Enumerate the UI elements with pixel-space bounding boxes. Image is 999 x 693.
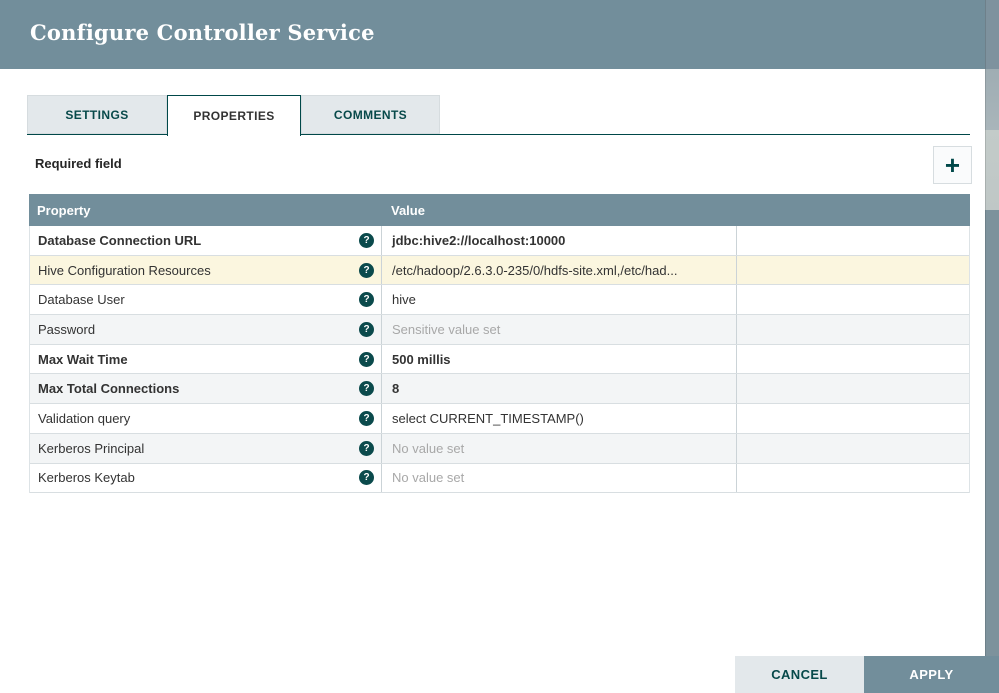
tab-comments[interactable]: COMMENTS [301,95,440,134]
table-row: Database User ? hive [30,285,969,316]
table-row: Kerberos Principal ? No value set [30,433,969,464]
tab-bar: SETTINGS PROPERTIES COMMENTS [27,95,440,136]
table-row: Database Connection URL ? jdbc:hive2://l… [30,226,969,256]
property-extra-cell [737,315,969,344]
table-row: Kerberos Keytab ? No value set [30,463,969,494]
property-value-cell[interactable]: hive [382,285,737,315]
property-name-cell: Kerberos Principal ? [30,433,382,463]
property-value: hive [392,292,416,308]
property-extra-cell [737,285,969,314]
property-value: 8 [392,381,400,397]
tab-label: PROPERTIES [193,109,275,123]
property-value: Sensitive value set [392,321,501,337]
table-header-row: Property Value [29,194,970,226]
property-value-cell[interactable]: select CURRENT_TIMESTAMP() [382,404,737,433]
property-extra-cell [737,256,969,285]
tab-properties[interactable]: PROPERTIES [167,95,301,136]
property-extra-cell [737,345,969,374]
property-value: /etc/hadoop/2.6.3.0-235/0/hdfs-site.xml,… [392,262,678,278]
property-value: select CURRENT_TIMESTAMP() [392,410,584,426]
tab-label: SETTINGS [65,107,129,122]
property-value-cell[interactable]: Sensitive value set [382,315,737,344]
property-name-cell: Database Connection URL ? [30,226,382,255]
property-extra-cell [737,226,969,255]
property-extra-cell [737,374,969,403]
help-icon[interactable]: ? [359,351,374,367]
properties-table: Property Value Database Connection URL ?… [29,194,970,494]
property-name-cell: Password ? [30,315,382,344]
property-extra-cell [737,434,969,463]
property-value-cell[interactable]: 8 [382,374,737,404]
dialog-header: Configure Controller Service [0,0,985,69]
plus-icon: + [944,150,961,180]
column-header-property: Property [37,202,91,218]
property-name-cell: Max Wait Time ? [30,344,382,374]
property-value: No value set [392,440,465,456]
table-row: Validation query ? select CURRENT_TIMEST… [30,404,969,434]
table-body: Database Connection URL ? jdbc:hive2://l… [29,226,970,494]
dialog-title: Configure Controller Service [30,20,375,45]
property-name: Hive Configuration Resources [38,262,211,278]
help-icon[interactable]: ? [359,321,374,337]
table-row: Max Wait Time ? 500 millis [30,344,969,375]
property-value-cell[interactable]: jdbc:hive2://localhost:10000 [382,226,737,255]
add-property-button[interactable]: + [933,146,972,184]
property-name: Max Total Connections [38,381,180,397]
property-value-cell[interactable]: No value set [382,433,737,463]
property-name: Max Wait Time [38,351,128,367]
property-name: Validation query [38,410,131,426]
property-name: Kerberos Keytab [38,470,135,486]
property-value: jdbc:hive2://localhost:10000 [392,232,566,248]
tab-strip-underline [27,134,970,135]
property-name-cell: Validation query ? [30,404,382,433]
property-name: Database Connection URL [38,232,202,248]
tab-label: COMMENTS [333,107,408,122]
property-name-cell: Database User ? [30,285,382,315]
property-name: Kerberos Principal [38,440,145,456]
property-value: No value set [392,470,465,486]
column-header-value: Value [391,202,425,218]
table-row: Password ? Sensitive value set [30,315,969,345]
help-icon[interactable]: ? [359,232,374,248]
property-value: 500 millis [392,351,451,367]
property-name-cell: Max Total Connections ? [30,374,382,404]
property-value-cell[interactable]: 500 millis [382,344,737,374]
property-extra-cell [737,404,969,433]
help-icon[interactable]: ? [359,292,374,308]
property-value-cell[interactable]: /etc/hadoop/2.6.3.0-235/0/hdfs-site.xml,… [382,255,737,285]
apply-button[interactable]: APPLY [864,656,999,693]
background-page-strip [985,0,999,693]
property-name-cell: Hive Configuration Resources ? [30,255,382,285]
property-name: Database User [38,292,125,308]
table-row: Max Total Connections ? 8 [30,374,969,405]
help-icon[interactable]: ? [359,262,374,278]
help-icon[interactable]: ? [359,470,374,486]
help-icon[interactable]: ? [359,410,374,426]
property-extra-cell [737,464,969,493]
property-name: Password [38,321,96,337]
property-value-cell[interactable]: No value set [382,463,737,493]
help-icon[interactable]: ? [359,440,374,456]
tab-settings[interactable]: SETTINGS [27,95,167,134]
required-field-label: Required field [35,156,122,171]
property-name-cell: Kerberos Keytab ? [30,463,382,493]
help-icon[interactable]: ? [359,381,374,397]
table-row: Hive Configuration Resources ? /etc/hado… [30,255,969,286]
cancel-button[interactable]: CANCEL [735,656,864,693]
